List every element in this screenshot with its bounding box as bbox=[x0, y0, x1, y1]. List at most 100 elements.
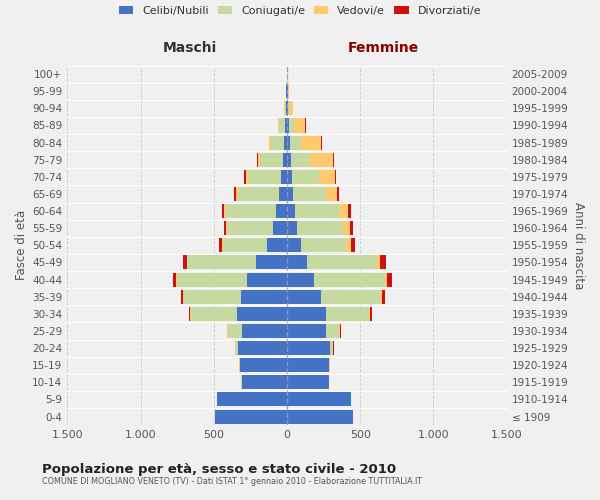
Bar bbox=[287, 392, 351, 406]
Text: Popolazione per età, sesso e stato civile - 2010: Popolazione per età, sesso e stato civil… bbox=[42, 462, 396, 475]
Y-axis label: Anni di nascita: Anni di nascita bbox=[572, 202, 585, 289]
Bar bbox=[183, 290, 184, 304]
Bar bbox=[238, 187, 279, 201]
Bar bbox=[301, 238, 346, 252]
Bar bbox=[258, 152, 260, 166]
Bar bbox=[307, 256, 377, 270]
Bar bbox=[245, 170, 248, 184]
Bar bbox=[339, 204, 348, 218]
Bar bbox=[287, 118, 289, 132]
Bar bbox=[244, 170, 245, 184]
Bar bbox=[287, 410, 353, 424]
Bar bbox=[289, 118, 295, 132]
Bar bbox=[319, 170, 335, 184]
Bar bbox=[287, 170, 292, 184]
Bar bbox=[289, 102, 290, 116]
Bar bbox=[260, 152, 283, 166]
Text: Femmine: Femmine bbox=[348, 41, 419, 55]
Bar bbox=[326, 187, 337, 201]
Bar bbox=[276, 204, 287, 218]
Bar bbox=[184, 290, 241, 304]
Bar bbox=[322, 290, 380, 304]
Bar bbox=[226, 221, 227, 235]
Bar bbox=[287, 136, 290, 149]
Bar bbox=[285, 102, 286, 116]
Bar bbox=[292, 170, 319, 184]
Bar bbox=[284, 136, 287, 149]
Bar bbox=[287, 152, 291, 166]
Bar bbox=[227, 324, 242, 338]
Bar bbox=[247, 272, 287, 286]
Bar bbox=[176, 272, 177, 286]
Bar bbox=[177, 272, 247, 286]
Bar bbox=[382, 290, 385, 304]
Bar bbox=[290, 102, 293, 116]
Bar bbox=[333, 152, 334, 166]
Bar bbox=[279, 118, 285, 132]
Bar bbox=[215, 410, 287, 424]
Bar bbox=[287, 324, 326, 338]
Bar bbox=[287, 204, 295, 218]
Bar bbox=[388, 272, 392, 286]
Bar bbox=[287, 307, 326, 321]
Bar bbox=[189, 307, 190, 321]
Bar bbox=[222, 204, 224, 218]
Bar bbox=[281, 170, 287, 184]
Bar bbox=[236, 187, 238, 201]
Bar bbox=[301, 136, 321, 149]
Bar bbox=[385, 272, 388, 286]
Bar bbox=[287, 358, 329, 372]
Bar bbox=[287, 102, 289, 116]
Text: Maschi: Maschi bbox=[163, 41, 217, 55]
Y-axis label: Fasce di età: Fasce di età bbox=[15, 210, 28, 280]
Bar bbox=[291, 152, 310, 166]
Bar bbox=[257, 152, 258, 166]
Bar bbox=[351, 238, 355, 252]
Bar bbox=[350, 221, 353, 235]
Bar bbox=[224, 204, 226, 218]
Legend: Celibi/Nubili, Coniugati/e, Vedovi/e, Divorziati/e: Celibi/Nubili, Coniugati/e, Vedovi/e, Di… bbox=[119, 6, 481, 16]
Bar bbox=[242, 324, 287, 338]
Bar bbox=[269, 136, 271, 149]
Bar bbox=[278, 118, 279, 132]
Bar bbox=[293, 187, 326, 201]
Bar bbox=[227, 221, 273, 235]
Bar bbox=[235, 187, 236, 201]
Bar bbox=[321, 136, 322, 149]
Bar bbox=[369, 307, 370, 321]
Bar bbox=[237, 307, 287, 321]
Bar bbox=[326, 324, 340, 338]
Bar bbox=[187, 256, 256, 270]
Bar bbox=[219, 238, 221, 252]
Bar bbox=[286, 102, 287, 116]
Bar bbox=[273, 221, 287, 235]
Bar bbox=[346, 238, 351, 252]
Bar bbox=[240, 358, 287, 372]
Bar bbox=[380, 290, 382, 304]
Bar bbox=[217, 392, 287, 406]
Bar bbox=[267, 238, 287, 252]
Bar bbox=[377, 256, 380, 270]
Bar bbox=[181, 290, 183, 304]
Bar bbox=[337, 187, 339, 201]
Bar bbox=[279, 187, 287, 201]
Bar bbox=[242, 376, 287, 390]
Bar bbox=[290, 136, 301, 149]
Bar bbox=[173, 272, 176, 286]
Bar bbox=[296, 221, 343, 235]
Bar bbox=[271, 136, 284, 149]
Bar bbox=[335, 170, 336, 184]
Bar bbox=[224, 221, 226, 235]
Bar bbox=[380, 256, 386, 270]
Bar bbox=[191, 307, 237, 321]
Text: COMUNE DI MOGLIANO VENETO (TV) - Dati ISTAT 1° gennaio 2010 - Elaborazione TUTTI: COMUNE DI MOGLIANO VENETO (TV) - Dati IS… bbox=[42, 478, 422, 486]
Bar bbox=[287, 84, 288, 98]
Bar bbox=[287, 290, 322, 304]
Bar bbox=[235, 341, 238, 355]
Bar bbox=[330, 341, 333, 355]
Bar bbox=[326, 307, 369, 321]
Bar bbox=[283, 152, 287, 166]
Bar bbox=[287, 221, 296, 235]
Bar bbox=[248, 170, 281, 184]
Bar bbox=[348, 204, 351, 218]
